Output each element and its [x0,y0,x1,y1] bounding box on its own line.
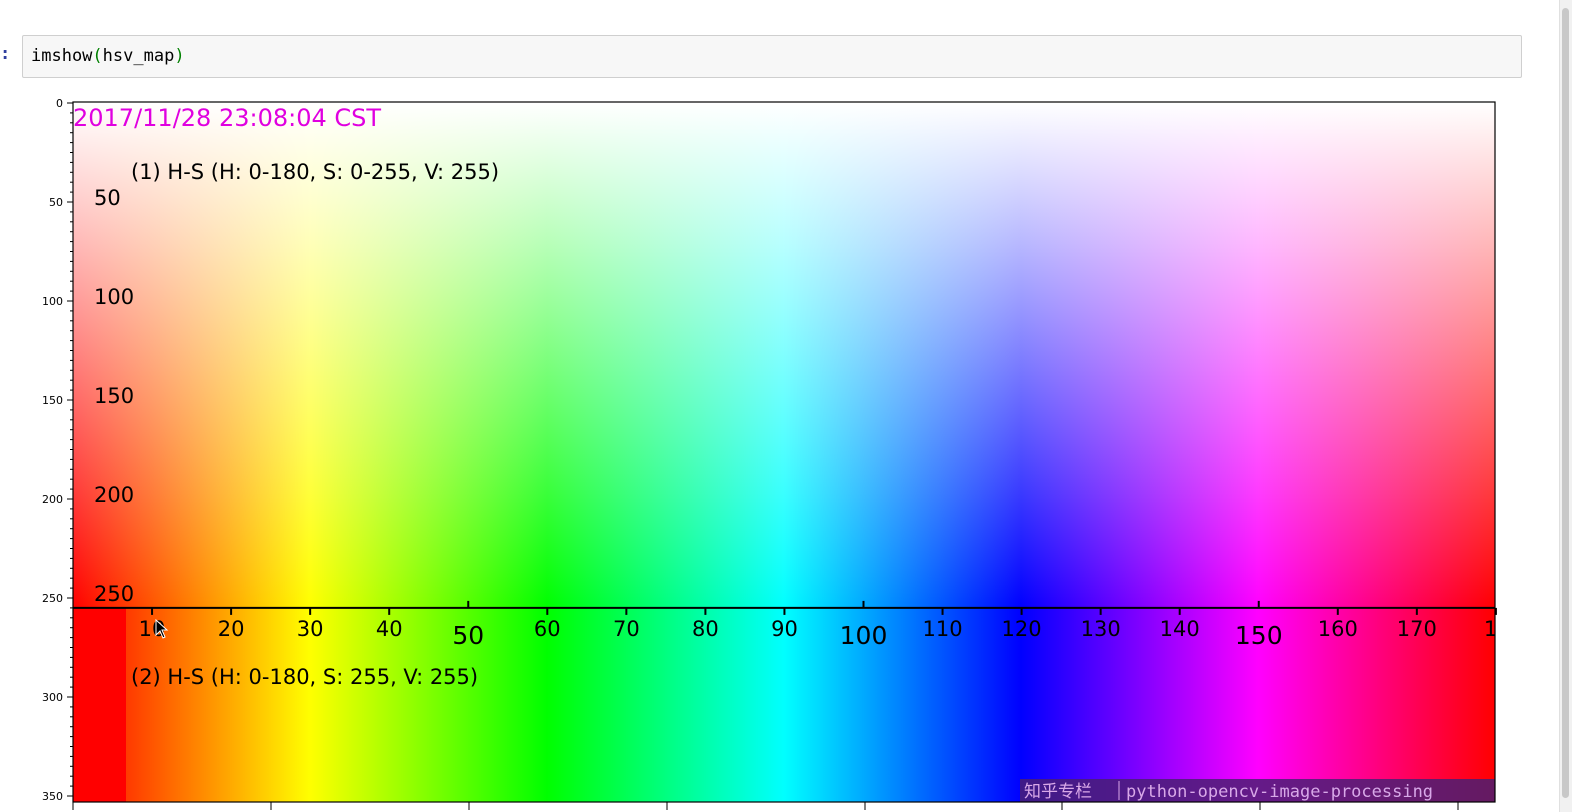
hs-map-left-red-band [73,607,126,802]
y-tick-label: 50 [49,196,63,209]
hue-scale-axis [73,600,1497,615]
code-function: imshow [31,46,93,66]
code-close-paren: ) [174,46,185,66]
hue-scale-label: 70 [613,617,640,641]
saturation-scale-label: 250 [94,582,134,606]
y-tick-label: 350 [42,790,63,803]
hue-scale-label: 130 [1081,617,1121,641]
watermark-en: python-opencv-image-processing [1126,782,1433,802]
hue-scale-label: 110 [923,617,963,641]
hue-scale-label: 20 [218,617,245,641]
hue-scale-label: 160 [1318,617,1358,641]
hue-scale-label: 100 [840,621,888,650]
image-timestamp: 2017/11/28 23:08:04 CST [73,104,381,132]
image-caption-2: (2) H-S (H: 0-180, S: 255, V: 255) [131,665,478,689]
cell-prompt: : [0,44,11,64]
hue-scale-label: 90 [771,617,798,641]
saturation-scale-label: 200 [94,483,134,507]
vertical-scrollbar[interactable] [1559,0,1572,812]
y-tick-label: 200 [42,493,63,506]
hue-scale-label: 40 [376,617,403,641]
hue-scale-label: 80 [692,617,719,641]
watermark-cn: 知乎专栏 [1024,782,1092,802]
y-tick-label: 300 [42,691,63,704]
hue-scale-label: 140 [1160,617,1200,641]
hs-map-top-saturation-fade [73,102,1495,608]
y-tick-label: 0 [56,97,63,110]
code-argument: hsv_map [102,46,175,66]
hue-scale-label: 170 [1397,617,1437,641]
image-caption-1: (1) H-S (H: 0-180, S: 0-255, V: 255) [131,160,499,184]
code-cell-input[interactable]: imshow(hsv_map) [22,35,1522,78]
y-tick-label: 150 [42,394,63,407]
saturation-scale-label: 100 [94,285,134,309]
y-tick-label: 250 [42,592,63,605]
hue-scale-label: 30 [297,617,324,641]
hue-scale-label: 60 [534,617,561,641]
scrollbar-thumb[interactable] [1562,8,1569,798]
hs-map-bottom-hue [73,607,1495,802]
plot-frame-border [72,101,1496,803]
plot-frame [72,101,1496,803]
y-tick-label: 100 [42,295,63,308]
hue-scale-label: 1 [1484,617,1497,641]
mouse-cursor-icon [155,619,169,639]
hue-scale-label: 150 [1235,621,1283,650]
watermark-box [1020,779,1495,802]
x-axis [72,802,1459,810]
hue-scale-label: 50 [452,621,484,650]
code-line[interactable]: imshow(hsv_map) [31,46,185,66]
y-axis: 0 50 100 150 200 250 300 350 [42,97,73,803]
hsv-map-image [73,102,1495,802]
code-open-paren: ( [92,46,103,66]
hue-scale-label: 120 [1002,617,1042,641]
saturation-scale-label: 50 [94,186,121,210]
saturation-scale-label: 150 [94,384,134,408]
image-text-labels: 10 20 30 40 50 60 70 80 90 100 110 120 130 140 150 160 1… [73,104,1497,802]
